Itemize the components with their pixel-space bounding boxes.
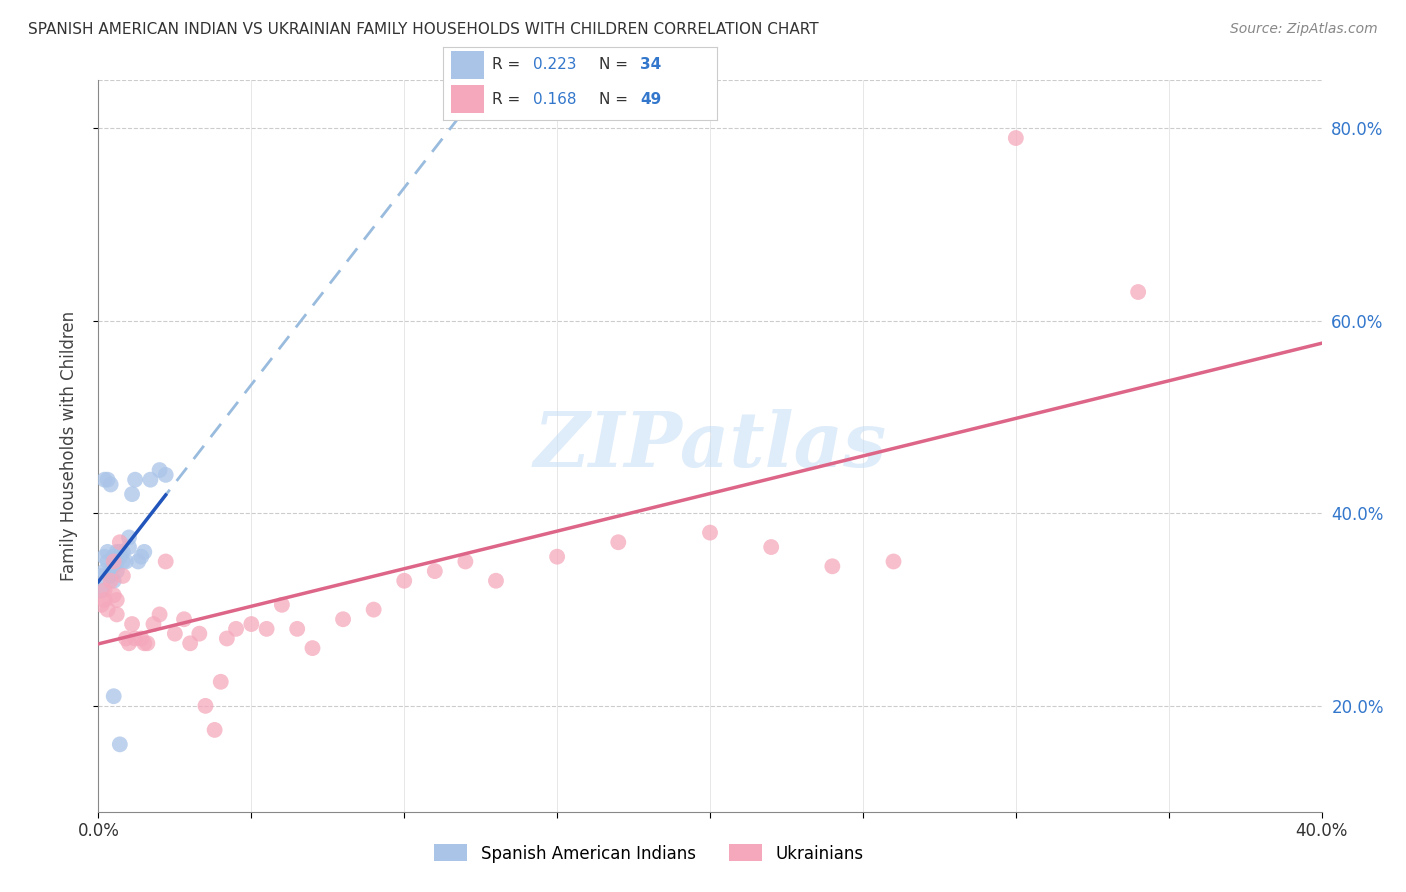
Point <box>105 564 128 578</box>
Point <box>215 632 238 646</box>
Point <box>103 554 125 568</box>
Point <box>93 564 115 578</box>
Point <box>204 723 226 737</box>
Point <box>105 593 128 607</box>
Point <box>155 554 177 568</box>
Point <box>103 559 125 574</box>
Point <box>134 545 156 559</box>
Point <box>129 632 152 646</box>
Point <box>821 559 844 574</box>
Text: Source: ZipAtlas.com: Source: ZipAtlas.com <box>1230 22 1378 37</box>
Point <box>134 636 156 650</box>
Point <box>363 602 385 616</box>
Point <box>149 607 172 622</box>
Point <box>332 612 354 626</box>
Point <box>115 554 138 568</box>
Point <box>194 698 217 713</box>
Point <box>129 549 152 564</box>
Point <box>111 545 134 559</box>
Text: 0.223: 0.223 <box>533 57 576 72</box>
Point <box>139 473 162 487</box>
Text: R =: R = <box>492 93 526 107</box>
Point <box>118 540 141 554</box>
Bar <box>451 86 484 113</box>
Point <box>105 545 128 559</box>
Point <box>105 554 128 568</box>
Y-axis label: Family Households with Children: Family Households with Children <box>59 311 77 581</box>
Point <box>240 617 263 632</box>
Point <box>118 636 141 650</box>
Point <box>127 554 149 568</box>
Point <box>103 574 125 588</box>
Point <box>105 607 128 622</box>
Point <box>115 632 138 646</box>
Point <box>256 622 278 636</box>
Point <box>1004 131 1026 145</box>
Point <box>111 554 134 568</box>
Text: 0.168: 0.168 <box>533 93 576 107</box>
Text: ZIPatlas: ZIPatlas <box>533 409 887 483</box>
Text: N =: N = <box>599 93 633 107</box>
Point <box>97 545 120 559</box>
Point <box>93 473 115 487</box>
Point <box>93 583 115 598</box>
Point <box>121 617 143 632</box>
Point <box>103 588 125 602</box>
Text: 49: 49 <box>640 93 662 107</box>
Text: N =: N = <box>599 57 633 72</box>
Bar <box>451 51 484 78</box>
Point <box>546 549 568 564</box>
Point <box>97 554 120 568</box>
Point <box>103 549 125 564</box>
Point <box>90 598 112 612</box>
Legend: Spanish American Indians, Ukrainians: Spanish American Indians, Ukrainians <box>427 838 870 869</box>
Point <box>100 574 122 588</box>
Point <box>155 467 177 482</box>
Point <box>100 564 122 578</box>
Point <box>883 554 905 568</box>
Point <box>423 564 446 578</box>
Point <box>124 632 146 646</box>
Point <box>108 535 131 549</box>
Point <box>103 690 125 704</box>
Point <box>163 626 186 640</box>
Point <box>392 574 416 588</box>
Point <box>136 636 159 650</box>
Point <box>188 626 211 640</box>
Point <box>121 487 143 501</box>
Point <box>108 545 131 559</box>
Point <box>118 530 141 544</box>
Point <box>100 569 122 583</box>
Point <box>124 473 146 487</box>
Point <box>111 569 134 583</box>
Point <box>108 549 131 564</box>
Text: SPANISH AMERICAN INDIAN VS UKRAINIAN FAMILY HOUSEHOLDS WITH CHILDREN CORRELATION: SPANISH AMERICAN INDIAN VS UKRAINIAN FAM… <box>28 22 818 37</box>
Point <box>173 612 195 626</box>
Point <box>759 540 782 554</box>
Point <box>209 674 232 689</box>
Point <box>142 617 165 632</box>
Point <box>97 473 120 487</box>
Point <box>97 602 120 616</box>
Point <box>100 477 122 491</box>
Point <box>285 622 308 636</box>
Point <box>90 569 112 583</box>
Point <box>454 554 477 568</box>
Point <box>179 636 201 650</box>
Point <box>485 574 508 588</box>
Text: R =: R = <box>492 57 526 72</box>
Point <box>149 463 172 477</box>
Point <box>90 583 112 598</box>
Point <box>699 525 721 540</box>
Point <box>270 598 292 612</box>
Text: 34: 34 <box>640 57 662 72</box>
Point <box>93 593 115 607</box>
Point <box>108 737 131 751</box>
Point <box>93 549 115 564</box>
Point <box>607 535 630 549</box>
Point <box>1128 285 1150 299</box>
Point <box>301 641 323 656</box>
Point <box>225 622 247 636</box>
